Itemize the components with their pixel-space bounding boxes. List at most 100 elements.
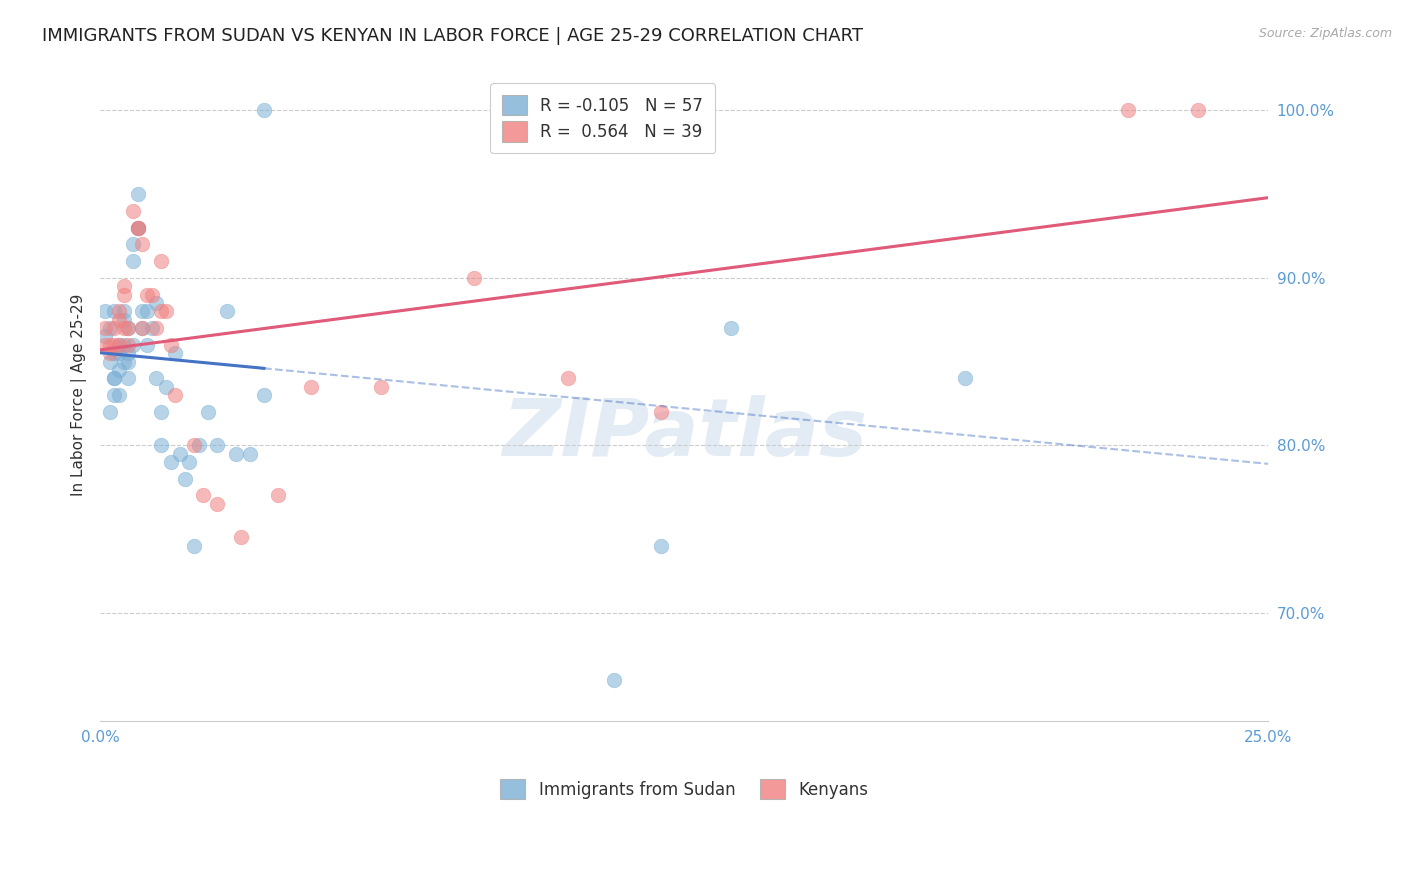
Legend: Immigrants from Sudan, Kenyans: Immigrants from Sudan, Kenyans xyxy=(486,765,882,813)
Point xyxy=(103,304,125,318)
Point xyxy=(145,371,167,385)
Point xyxy=(183,438,205,452)
Point xyxy=(117,338,139,352)
Point xyxy=(650,405,672,419)
Point xyxy=(117,371,139,385)
Point xyxy=(267,488,290,502)
Point xyxy=(127,220,149,235)
Point xyxy=(108,304,131,318)
Text: ZIPatlas: ZIPatlas xyxy=(502,395,868,473)
Point xyxy=(94,304,117,318)
Point xyxy=(557,371,579,385)
Point xyxy=(239,446,262,460)
Point xyxy=(112,321,135,335)
Point xyxy=(127,220,149,235)
Point xyxy=(122,203,145,218)
Point xyxy=(117,346,139,360)
Point xyxy=(98,338,121,352)
Text: IMMIGRANTS FROM SUDAN VS KENYAN IN LABOR FORCE | AGE 25-29 CORRELATION CHART: IMMIGRANTS FROM SUDAN VS KENYAN IN LABOR… xyxy=(42,27,863,45)
Point xyxy=(103,371,125,385)
Point xyxy=(108,338,131,352)
Point xyxy=(122,338,145,352)
Point xyxy=(370,379,392,393)
Point xyxy=(165,388,187,402)
Point xyxy=(94,321,117,335)
Point xyxy=(131,321,153,335)
Text: Source: ZipAtlas.com: Source: ZipAtlas.com xyxy=(1258,27,1392,40)
Point xyxy=(141,321,163,335)
Point xyxy=(207,438,229,452)
Point xyxy=(299,379,322,393)
Point xyxy=(108,346,131,360)
Point xyxy=(103,346,125,360)
Point xyxy=(98,354,121,368)
Point xyxy=(253,388,276,402)
Point xyxy=(207,497,229,511)
Point xyxy=(136,338,159,352)
Point xyxy=(150,438,173,452)
Point xyxy=(112,287,135,301)
Point xyxy=(117,321,139,335)
Point xyxy=(127,187,149,202)
Point xyxy=(98,346,121,360)
Point xyxy=(103,321,125,335)
Point xyxy=(150,304,173,318)
Point xyxy=(197,405,219,419)
Point xyxy=(122,237,145,252)
Y-axis label: In Labor Force | Age 25-29: In Labor Force | Age 25-29 xyxy=(72,293,87,496)
Point xyxy=(145,296,167,310)
Point xyxy=(150,254,173,268)
Point xyxy=(225,446,247,460)
Point xyxy=(122,254,145,268)
Point xyxy=(108,312,131,326)
Point xyxy=(159,338,181,352)
Point xyxy=(179,455,201,469)
Point xyxy=(108,388,131,402)
Point xyxy=(173,472,195,486)
Point xyxy=(117,321,139,335)
Point xyxy=(94,338,117,352)
Point xyxy=(136,304,159,318)
Point xyxy=(112,304,135,318)
Point xyxy=(155,304,177,318)
Point xyxy=(187,438,209,452)
Point xyxy=(131,321,153,335)
Point xyxy=(112,338,135,352)
Point xyxy=(112,312,135,326)
Point xyxy=(103,388,125,402)
Point xyxy=(127,220,149,235)
Point xyxy=(953,371,976,385)
Point xyxy=(117,354,139,368)
Point xyxy=(159,455,181,469)
Point xyxy=(112,354,135,368)
Point xyxy=(165,346,187,360)
Point xyxy=(169,446,191,460)
Point xyxy=(650,539,672,553)
Point xyxy=(463,270,485,285)
Point xyxy=(108,338,131,352)
Point xyxy=(1116,103,1139,118)
Point xyxy=(193,488,215,502)
Point xyxy=(108,363,131,377)
Point xyxy=(103,371,125,385)
Point xyxy=(229,530,252,544)
Point xyxy=(253,103,276,118)
Point xyxy=(131,237,153,252)
Point xyxy=(603,673,626,687)
Point xyxy=(215,304,238,318)
Point xyxy=(98,321,121,335)
Point xyxy=(112,279,135,293)
Point xyxy=(155,379,177,393)
Point xyxy=(720,321,742,335)
Point xyxy=(150,405,173,419)
Point xyxy=(141,287,163,301)
Point xyxy=(183,539,205,553)
Point xyxy=(103,338,125,352)
Point xyxy=(136,287,159,301)
Point xyxy=(127,220,149,235)
Point xyxy=(131,304,153,318)
Point xyxy=(98,405,121,419)
Point xyxy=(94,329,117,343)
Point xyxy=(1187,103,1209,118)
Point xyxy=(603,103,626,118)
